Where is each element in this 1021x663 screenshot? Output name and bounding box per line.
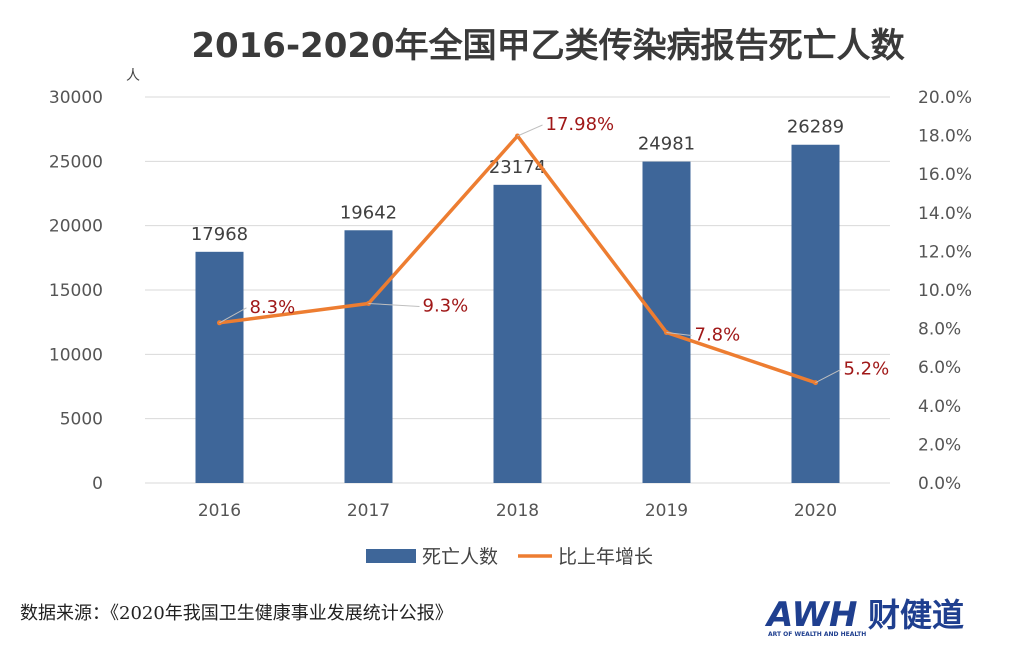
bar-value-label: 26289 (787, 117, 844, 138)
bar (791, 144, 840, 483)
left-tick-label: 20000 (49, 217, 103, 237)
right-tick-label: 16.0% (918, 165, 972, 185)
chart-title: 2016-2020年全国甲乙类传染病报告死亡人数 (191, 26, 904, 66)
right-tick-label: 18.0% (918, 127, 972, 147)
legend-bar-swatch (366, 549, 416, 563)
line-value-label: 8.3% (250, 297, 296, 318)
bar (642, 161, 691, 483)
left-tick-label: 5000 (60, 410, 103, 430)
logo-mark: AWH (764, 595, 857, 635)
bar-value-label: 19642 (340, 202, 397, 223)
x-tick-label: 2016 (198, 501, 241, 521)
logo: AWH 财健道 ART OF WEALTH AND HEALTH (764, 595, 964, 638)
left-tick-label: 0 (92, 474, 103, 494)
legend-line-label: 比上年增长 (558, 546, 653, 568)
line-value-label: 9.3% (423, 296, 469, 317)
left-axis-unit: 人 (126, 68, 140, 84)
bar-value-label: 24981 (638, 134, 695, 155)
legend-bar-label: 死亡人数 (422, 546, 498, 568)
right-tick-label: 20.0% (918, 88, 972, 108)
right-tick-label: 8.0% (918, 320, 961, 340)
label-leader (517, 124, 543, 137)
x-tick-label: 2019 (645, 501, 688, 521)
bar-series (195, 144, 840, 483)
x-tick-label: 2017 (347, 501, 390, 521)
right-tick-label: 0.0% (918, 474, 961, 494)
line-value-labels: 8.3% 9.3% 17.98% 7.8% 5.2% (219, 114, 890, 384)
right-axis-ticks: 0.0% 2.0% 4.0% 6.0% 8.0% 10.0% 12.0% 14.0% 16.0%… (918, 88, 972, 494)
right-tick-label: 14.0% (918, 204, 972, 224)
bar-value-label: 17968 (191, 224, 248, 245)
x-axis-ticks: 2016 2017 2018 2019 2020 (198, 501, 837, 521)
logo-chinese: 财健道 (868, 596, 964, 634)
right-tick-label: 6.0% (918, 358, 961, 378)
bar-value-label: 23174 (489, 157, 546, 178)
left-tick-label: 30000 (49, 88, 103, 108)
label-leader (666, 331, 692, 336)
label-leader (219, 307, 247, 324)
bar (493, 184, 542, 483)
bar-value-labels: 17968 19642 23174 24981 26289 (191, 117, 844, 245)
legend: 死亡人数 比上年增长 (366, 546, 653, 568)
line-value-label: 5.2% (844, 359, 890, 380)
left-tick-label: 10000 (49, 345, 103, 365)
source-note: 数据来源：《2020年我国卫生健康事业发展统计公报》 (20, 603, 453, 624)
x-tick-label: 2018 (496, 501, 539, 521)
left-axis-ticks: 0 5000 10000 15000 20000 25000 30000 (49, 88, 103, 494)
bar (195, 251, 244, 483)
label-leader (368, 303, 420, 308)
x-tick-label: 2020 (794, 501, 837, 521)
line-value-label: 7.8% (695, 324, 741, 345)
left-tick-label: 25000 (49, 152, 103, 172)
right-tick-label: 4.0% (918, 397, 961, 417)
right-tick-label: 2.0% (918, 435, 961, 455)
label-leader (815, 369, 841, 384)
line-value-label: 17.98% (546, 114, 615, 135)
bar (344, 230, 393, 483)
right-tick-label: 12.0% (918, 242, 972, 262)
left-tick-label: 15000 (49, 281, 103, 301)
logo-subtitle: ART OF WEALTH AND HEALTH (768, 631, 866, 638)
right-tick-label: 10.0% (918, 281, 972, 301)
